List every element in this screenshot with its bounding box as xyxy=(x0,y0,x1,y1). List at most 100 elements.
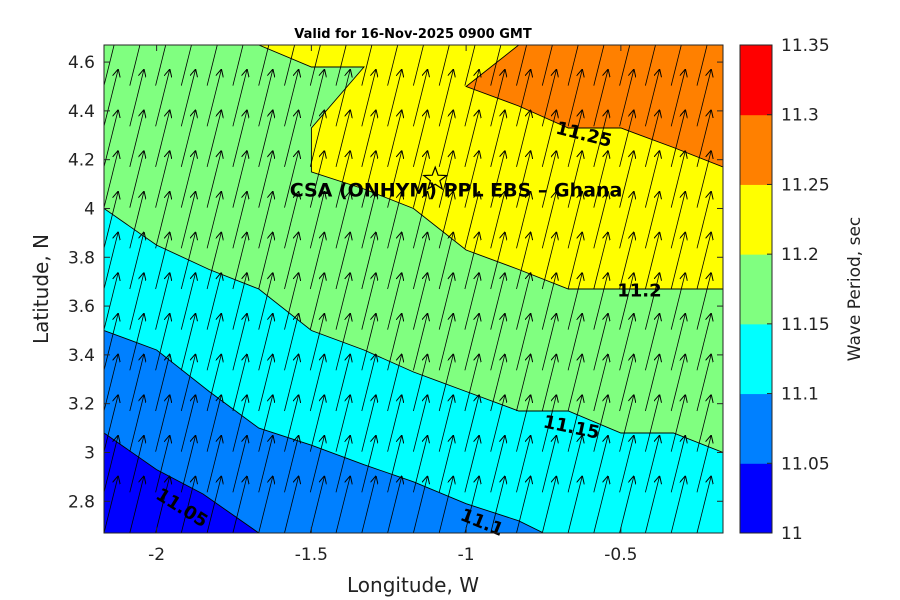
wave-arrow xyxy=(232,436,247,493)
colorbar-segment-11.2 xyxy=(740,184,772,255)
wave-arrow xyxy=(696,192,711,249)
colorbar-tick-label: 11.15 xyxy=(781,315,830,335)
wave-arrow xyxy=(284,70,299,127)
wave-arrow xyxy=(129,151,144,208)
y-tick-label: 3.4 xyxy=(68,346,95,366)
wave-arrow xyxy=(645,151,659,208)
wave-arrow xyxy=(516,192,531,249)
wave-arrow xyxy=(593,395,608,452)
wave-arrow xyxy=(155,477,170,533)
wave-arrow xyxy=(258,395,273,452)
wave-arrow xyxy=(541,477,556,533)
colorbar-segment-11.25 xyxy=(740,114,772,185)
wave-arrow xyxy=(258,273,273,330)
wave-arrow xyxy=(490,233,505,290)
wave-arrow xyxy=(361,111,376,167)
wave-arrow xyxy=(438,395,453,452)
contour-line-11.25 xyxy=(465,45,723,168)
wave-arrow xyxy=(232,192,247,249)
wave-arrow xyxy=(335,436,350,493)
colorbar-segment-11.05 xyxy=(740,393,772,464)
wave-arrow xyxy=(309,233,324,290)
wave-arrow xyxy=(593,45,605,86)
wave-arrow xyxy=(155,314,170,371)
wave-arrow xyxy=(129,273,144,330)
wave-arrow xyxy=(490,355,505,412)
wave-arrow xyxy=(258,45,270,86)
wave-arrow xyxy=(490,70,505,127)
wave-arrow xyxy=(361,45,373,86)
wave-arrow xyxy=(155,70,170,127)
wave-arrow xyxy=(593,314,608,371)
wave-arrow xyxy=(387,395,402,452)
wave-arrow xyxy=(180,436,195,493)
colorbar-tick-label: 11.1 xyxy=(781,385,819,405)
wave-arrow xyxy=(464,355,479,412)
wave-arrow xyxy=(413,111,427,167)
wave-arrow xyxy=(696,477,711,533)
wave-arrow xyxy=(104,314,118,371)
wave-arrow xyxy=(258,151,273,208)
wave-arrow xyxy=(567,436,582,493)
wave-arrow xyxy=(309,111,324,167)
wave-arrow xyxy=(516,273,531,330)
wave-arrow xyxy=(129,192,144,249)
x-axis: -2 -1.5 -1 -0.5 xyxy=(148,45,637,565)
wave-arrow xyxy=(232,355,247,412)
wave-arrow xyxy=(645,436,659,493)
wave-arrow xyxy=(619,45,631,86)
wave-arrow xyxy=(335,355,350,412)
wave-arrow xyxy=(104,355,118,412)
y-tick-label: 4.2 xyxy=(68,151,95,171)
wave-arrow xyxy=(309,192,324,249)
wave-arrow xyxy=(670,355,685,412)
wave-arrow xyxy=(284,45,296,86)
wave-arrow xyxy=(413,477,427,533)
wave-arrow xyxy=(180,70,195,127)
wave-arrow xyxy=(516,151,531,208)
wave-arrow xyxy=(129,314,144,371)
wave-arrow xyxy=(104,395,118,452)
wave-arrow xyxy=(387,436,402,493)
wave-arrow xyxy=(309,355,324,412)
wave-arrow xyxy=(155,151,170,208)
wave-arrow xyxy=(541,395,556,452)
wave-arrow xyxy=(413,355,427,412)
wave-arrow xyxy=(490,151,505,208)
wave-arrow xyxy=(516,70,531,127)
wave-arrow xyxy=(129,45,141,86)
colorbar-segment-11.15 xyxy=(740,254,772,325)
y-tick-label: 3 xyxy=(84,443,95,463)
x-tick-label: -0.5 xyxy=(604,545,637,565)
wave-arrow xyxy=(335,111,350,167)
wave-arrow xyxy=(541,436,556,493)
colorbar-segment-11.1 xyxy=(740,323,772,395)
wave-arrow xyxy=(104,436,118,493)
wave-arrow xyxy=(387,70,402,127)
wave-arrow xyxy=(670,151,685,208)
wave-arrow xyxy=(645,233,659,290)
wave-arrow xyxy=(155,355,170,412)
wave-arrow xyxy=(438,233,453,290)
wave-arrow xyxy=(361,477,376,533)
wave-arrow xyxy=(464,151,479,208)
wave-arrow xyxy=(206,45,218,86)
wave-arrow xyxy=(104,233,118,290)
wave-arrow xyxy=(232,70,247,127)
wave-arrow xyxy=(516,233,531,290)
wave-arrow xyxy=(670,477,685,533)
wave-arrow xyxy=(645,192,659,249)
wave-arrow xyxy=(567,314,582,371)
wave-arrow xyxy=(645,477,659,533)
wave-arrow xyxy=(206,233,221,290)
wave-arrow xyxy=(206,314,221,371)
wave-arrow xyxy=(129,477,144,533)
wave-arrow xyxy=(464,477,479,533)
wave-arrow xyxy=(567,151,582,208)
wave-arrow xyxy=(361,314,376,371)
wave-arrow xyxy=(464,70,479,127)
wave-arrow xyxy=(490,111,505,167)
wave-arrow xyxy=(309,395,324,452)
x-tick-label: -1 xyxy=(458,545,475,565)
